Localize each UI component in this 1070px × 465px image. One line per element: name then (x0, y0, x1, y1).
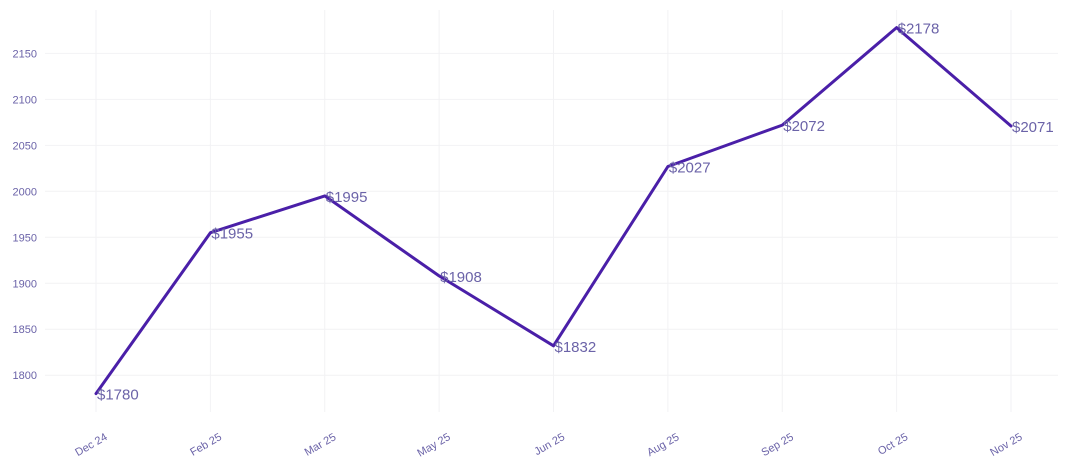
y-tick-label: 2050 (13, 140, 37, 152)
y-tick-label: 1950 (13, 232, 37, 244)
data-label: $1832 (555, 339, 597, 356)
x-tick-label: May 25 (415, 431, 452, 459)
y-tick-label: 2100 (13, 94, 37, 106)
y-tick-label: 1850 (13, 324, 37, 336)
data-label: $2027 (669, 159, 711, 176)
y-tick-label: 1800 (13, 370, 37, 382)
data-label: $1955 (211, 226, 253, 243)
series-line (94, 26, 1013, 396)
x-tick-label: Jun 25 (532, 431, 567, 458)
x-tick-label: Dec 24 (73, 431, 109, 459)
chart-grid (45, 10, 1058, 412)
y-tick-label: 2000 (13, 186, 37, 198)
x-tick-label: Oct 25 (876, 431, 910, 458)
data-label: $1780 (97, 387, 139, 404)
x-axis: Dec 24 Feb 25 Mar 25 May 25 Jun 25 Aug 25 Sep … (73, 431, 1024, 459)
data-label: $1995 (326, 189, 368, 206)
y-tick-label: 1900 (13, 278, 37, 290)
x-tick-label: Feb 25 (188, 431, 224, 459)
data-label: $2071 (1012, 119, 1054, 136)
x-tick-label: Nov 25 (988, 431, 1024, 459)
data-label: $2178 (898, 21, 940, 38)
x-tick-label: Sep 25 (760, 431, 796, 459)
y-tick-label: 2150 (13, 48, 37, 60)
data-label: $2072 (783, 118, 825, 135)
x-tick-label: Mar 25 (303, 431, 339, 459)
x-tick-label: Aug 25 (645, 431, 681, 459)
data-label: $1908 (440, 269, 482, 286)
data-labels: $1780 $1955 $1995 $1908 $1832 $2027 $2072 $2178… (97, 21, 1054, 404)
y-axis: 1800 1850 1900 1950 2000 2050 2100 2150 (13, 48, 37, 382)
